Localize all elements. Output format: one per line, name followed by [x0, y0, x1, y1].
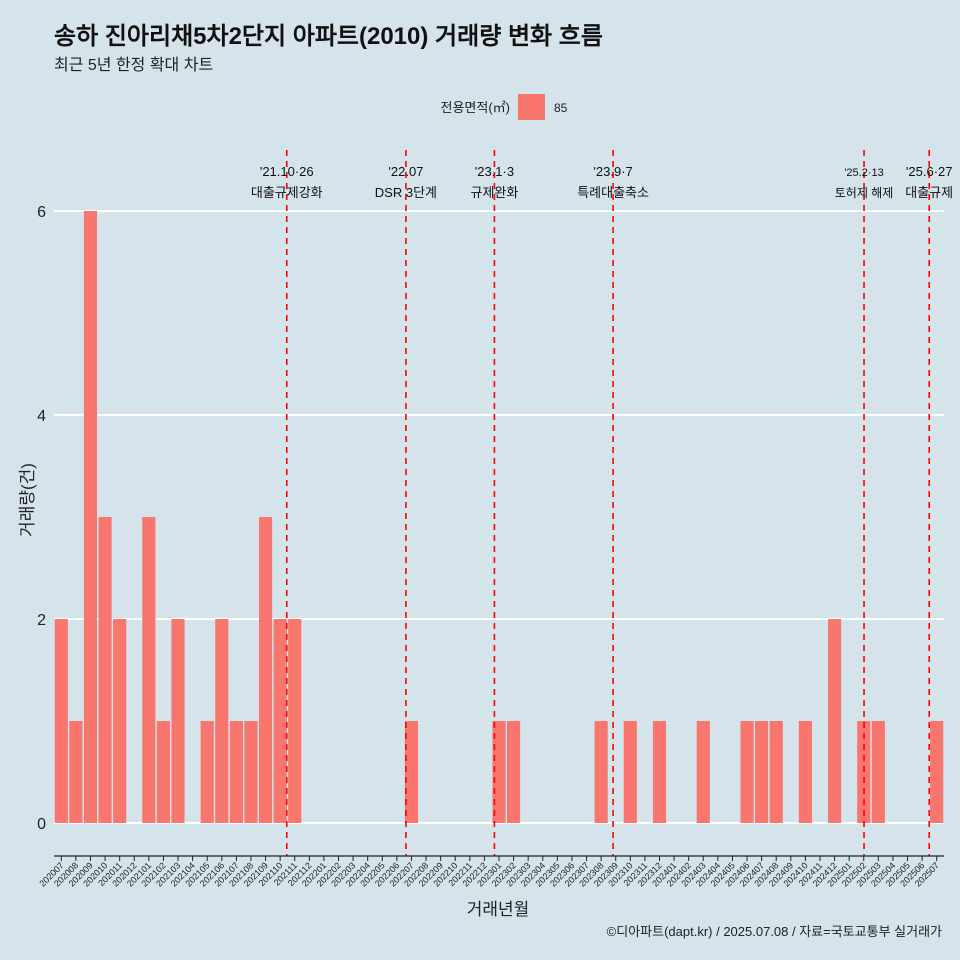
x-axis: 2020072020082020092020102020112020122021…: [37, 855, 944, 889]
bar-202109: [258, 517, 273, 823]
bar-202108: [244, 721, 258, 823]
y-tick-label: 2: [37, 612, 46, 629]
event-date-label: '21.10·26: [260, 164, 314, 179]
event-desc-label: DSR 3단계: [375, 185, 437, 200]
bar-202007: [54, 619, 68, 823]
bar-202008: [69, 721, 83, 823]
bar-202106: [215, 619, 229, 823]
bar-202103: [171, 619, 185, 823]
bar-202503: [871, 721, 885, 823]
bar-202011: [113, 619, 127, 823]
legend-swatch: [518, 94, 545, 120]
bar-202302: [507, 721, 521, 823]
bar-202407: [755, 721, 769, 823]
bar-202110: [273, 619, 287, 823]
bar-202102: [156, 721, 170, 823]
bars: [54, 211, 944, 823]
y-axis: 0 2 4 6: [37, 204, 46, 833]
legend-title: 전용면적(㎡): [441, 100, 511, 115]
event-desc-label: 토허제 해제: [835, 186, 894, 200]
chart-title: 송하 진아리채5차2단지 아파트(2010) 거래량 변화 흐름: [54, 23, 603, 50]
bar-202009: [83, 211, 98, 823]
bar-202312: [652, 721, 667, 823]
bar-202507: [930, 721, 944, 823]
bar-202412: [828, 619, 842, 823]
event-desc-label: 대출규제강화: [251, 185, 323, 200]
event-desc-label: 규제완화: [471, 185, 519, 200]
bar-202403: [696, 721, 710, 823]
x-axis-label: 거래년월: [467, 900, 530, 919]
footer-credit: ©디아파트(dapt.kr) / 2025.07.08 / 자료=국토교통부 실…: [607, 924, 942, 939]
event-lines: '21.10·26 대출규제강화 '22.07 DSR 3단계 '23.1·3 규제완화 '…: [251, 150, 953, 856]
bar-202310: [623, 721, 637, 823]
bar-202010: [98, 517, 112, 823]
bar-202308: [594, 721, 608, 823]
bar-202111: [288, 619, 302, 823]
event-date-label: '23.9·7: [593, 164, 632, 179]
y-tick-label: 4: [37, 408, 46, 425]
y-tick-label: 6: [37, 204, 46, 221]
bar-202410: [798, 721, 812, 823]
legend: 전용면적(㎡) 85: [441, 94, 568, 120]
event-date-label: '23.1·3: [475, 164, 514, 179]
bar-202406: [740, 721, 754, 823]
chart-subtitle: 최근 5년 한정 확대 차트: [54, 56, 213, 74]
legend-label: 85: [554, 101, 568, 115]
y-axis-label: 거래량(건): [18, 463, 37, 537]
bar-202408: [769, 721, 783, 823]
event-desc-label: 특례대출축소: [577, 185, 649, 200]
event-date-label: '25.6·27: [906, 164, 953, 179]
bar-202207: [404, 721, 419, 823]
bar-202107: [229, 721, 243, 823]
event-date-label: '22.07: [388, 164, 423, 179]
event-date-label: '25.2·13: [844, 167, 883, 179]
bar-202101: [142, 517, 156, 823]
bar-202301: [492, 721, 506, 823]
bar-202105: [200, 721, 214, 823]
event-desc-label: 대출규제: [905, 185, 953, 200]
y-tick-label: 0: [37, 816, 46, 833]
